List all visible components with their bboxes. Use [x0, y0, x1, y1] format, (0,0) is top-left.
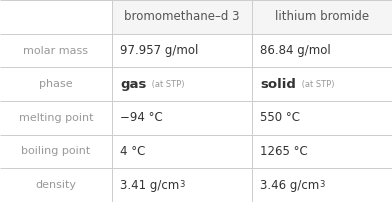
Bar — [112, 0, 252, 34]
Text: 4 °C: 4 °C — [120, 145, 145, 158]
Text: boiling point: boiling point — [22, 146, 91, 157]
Text: phase: phase — [39, 79, 73, 89]
Text: (at STP): (at STP) — [149, 80, 185, 89]
Text: density: density — [36, 180, 76, 190]
Text: 3: 3 — [319, 180, 325, 189]
Text: 3.41 g/cm: 3.41 g/cm — [120, 179, 179, 192]
Text: gas: gas — [120, 78, 146, 91]
Text: (at STP): (at STP) — [299, 80, 334, 89]
Text: 550 °C: 550 °C — [260, 111, 300, 124]
Text: 3.46 g/cm: 3.46 g/cm — [260, 179, 319, 192]
Text: 97.957 g/mol: 97.957 g/mol — [120, 44, 198, 57]
Text: lithium bromide: lithium bromide — [275, 10, 369, 23]
Text: 3: 3 — [179, 180, 185, 189]
Text: 86.84 g/mol: 86.84 g/mol — [260, 44, 331, 57]
Text: melting point: melting point — [19, 113, 93, 123]
Text: solid: solid — [260, 78, 296, 91]
Text: 1265 °C: 1265 °C — [260, 145, 308, 158]
Text: molar mass: molar mass — [24, 45, 89, 56]
Text: bromomethane–d 3: bromomethane–d 3 — [124, 10, 240, 23]
Bar — [252, 0, 392, 34]
Text: −94 °C: −94 °C — [120, 111, 163, 124]
